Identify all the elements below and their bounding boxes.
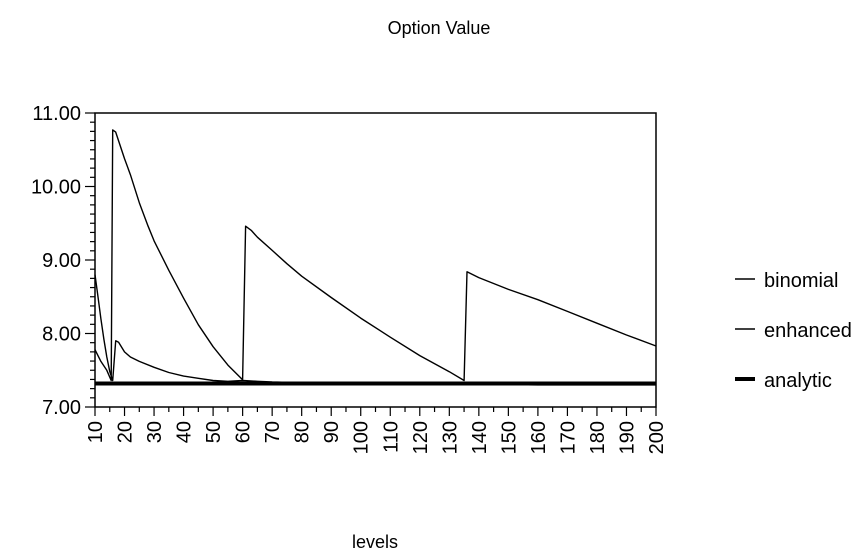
legend-label-enhanced: enhanced xyxy=(764,320,852,342)
legend-label-binomial: binomial xyxy=(764,270,838,292)
y-axis: 7.00 8.00 9.00 10.00 11.00 xyxy=(31,103,95,419)
x-tick-label: 130 xyxy=(439,421,461,454)
chart-title: Option Value xyxy=(388,18,491,38)
x-tick-label: 40 xyxy=(174,421,196,443)
x-tick-label: 10 xyxy=(85,421,107,443)
x-tick-label: 20 xyxy=(115,421,137,443)
x-tick-label: 100 xyxy=(351,421,373,454)
x-tick-label: 140 xyxy=(469,421,491,454)
y-tick-label: 8.00 xyxy=(42,324,81,346)
x-tick-label: 70 xyxy=(262,421,284,443)
x-tick-label: 180 xyxy=(587,421,609,454)
x-tick-label: 150 xyxy=(498,421,520,454)
x-tick-label: 190 xyxy=(616,421,638,454)
x-axis-label: levels xyxy=(352,532,398,552)
series-line-binomial xyxy=(94,129,657,382)
x-tick-label: 50 xyxy=(203,421,225,443)
legend-label-analytic: analytic xyxy=(764,370,832,392)
x-tick-label: 120 xyxy=(410,421,432,454)
x-tick-label: 200 xyxy=(646,421,668,454)
y-tick-label: 9.00 xyxy=(42,250,81,272)
plot-area xyxy=(94,112,657,408)
plot-frame xyxy=(94,112,657,408)
x-tick-label: 110 xyxy=(380,421,402,453)
x-tick-label: 160 xyxy=(528,421,550,454)
series-layer xyxy=(94,129,657,386)
x-axis: 10 20 30 40 50 60 70 80 90 100 110 120 130 140 150 160 1… xyxy=(85,407,668,454)
x-tick-label: 90 xyxy=(321,421,343,443)
legend: binomial enhanced analytic xyxy=(735,270,852,392)
x-tick-label: 30 xyxy=(144,421,166,443)
y-tick-label: 10.00 xyxy=(31,177,81,199)
y-tick-label: 11.00 xyxy=(32,103,81,125)
y-tick-label: 7.00 xyxy=(42,397,81,419)
x-tick-label: 170 xyxy=(557,421,579,454)
x-tick-label: 60 xyxy=(233,421,255,443)
x-tick-label: 80 xyxy=(292,421,314,443)
